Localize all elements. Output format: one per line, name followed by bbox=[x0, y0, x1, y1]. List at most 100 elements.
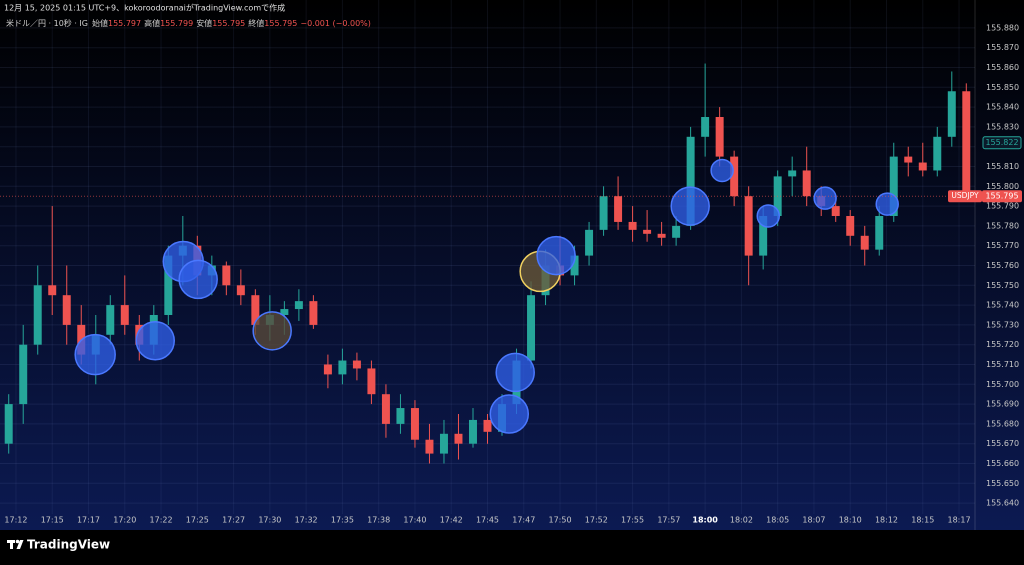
y-tick-label: 155.800 bbox=[986, 182, 1019, 191]
candle-body bbox=[251, 295, 260, 325]
candle-body bbox=[802, 170, 811, 197]
candle-body bbox=[483, 419, 492, 432]
logo-part bbox=[16, 540, 24, 549]
highlight-bubble bbox=[178, 259, 218, 300]
candle-body bbox=[962, 91, 971, 197]
x-tick-label: 17:25 bbox=[186, 516, 209, 525]
y-tick-label: 155.660 bbox=[986, 459, 1019, 468]
y-tick-label: 155.840 bbox=[986, 103, 1019, 112]
x-tick-label: 17:35 bbox=[331, 516, 354, 525]
x-tick-label: 17:47 bbox=[512, 516, 535, 525]
y-tick-label: 155.780 bbox=[986, 221, 1019, 230]
x-tick-label: 17:40 bbox=[403, 516, 426, 525]
brand: TradingView bbox=[27, 538, 110, 552]
y-tick-label: 155.640 bbox=[986, 499, 1019, 508]
candle-body bbox=[831, 206, 840, 216]
x-tick-label: 17:42 bbox=[440, 516, 463, 525]
x-tick-label: 17:12 bbox=[4, 516, 27, 525]
highlight-bubble bbox=[670, 186, 710, 226]
candle-body bbox=[657, 233, 666, 238]
highlight-bubble bbox=[710, 158, 734, 183]
y-tick-label: 155.830 bbox=[986, 122, 1019, 131]
last-price-tag-bg bbox=[982, 190, 1022, 203]
candle-body bbox=[715, 116, 724, 157]
candle-body bbox=[48, 285, 57, 296]
marked-price-tag: 155.822 bbox=[985, 138, 1018, 147]
x-tick-label: 18:00 bbox=[692, 516, 718, 525]
y-tick-label: 155.700 bbox=[986, 380, 1019, 389]
candle-body bbox=[730, 156, 739, 197]
highlight-bubble bbox=[135, 320, 175, 361]
symbol-tag: USDJPY bbox=[951, 191, 979, 200]
change: −0.001 (−0.00%) bbox=[300, 19, 371, 28]
candle-body bbox=[570, 255, 579, 276]
candle-body bbox=[425, 439, 434, 454]
x-tick-label: 17:20 bbox=[113, 516, 136, 525]
y-tick-label: 155.760 bbox=[986, 261, 1019, 270]
x-tick-label: 17:32 bbox=[295, 516, 318, 525]
candle-body bbox=[338, 360, 347, 375]
x-tick-label: 18:10 bbox=[839, 516, 862, 525]
candle-body bbox=[788, 170, 797, 177]
y-tick-label: 155.770 bbox=[986, 241, 1019, 250]
highlight-bubble bbox=[875, 192, 899, 216]
candle-body bbox=[396, 408, 405, 424]
candle-body bbox=[846, 215, 855, 236]
candle-body bbox=[323, 364, 332, 375]
candle-body bbox=[309, 301, 318, 325]
candle-body bbox=[889, 156, 898, 216]
candle-body bbox=[106, 305, 115, 335]
attribution: 12月 15, 2025 01:15 UTC+9、kokoroodoranaiが… bbox=[4, 3, 285, 13]
close-label: 終値 bbox=[248, 18, 264, 28]
x-tick-label: 17:52 bbox=[585, 516, 608, 525]
x-tick-label: 17:57 bbox=[657, 516, 680, 525]
high-label: 高値 bbox=[144, 18, 160, 28]
candle-body bbox=[860, 235, 869, 250]
y-tick-label: 155.850 bbox=[986, 83, 1019, 92]
candle-body bbox=[875, 215, 884, 250]
y-tick-label: 155.870 bbox=[986, 43, 1019, 52]
x-tick-label: 18:07 bbox=[802, 516, 825, 525]
x-tick-label: 17:45 bbox=[476, 516, 499, 525]
candle-body bbox=[469, 419, 477, 444]
last-price-tag: 155.795 bbox=[985, 192, 1018, 201]
x-tick-label: 17:30 bbox=[258, 516, 281, 525]
candle-body bbox=[527, 295, 536, 361]
candle-body bbox=[352, 360, 361, 369]
logo-part bbox=[10, 540, 13, 549]
candle-body bbox=[454, 433, 463, 444]
x-tick-label: 18:15 bbox=[911, 516, 934, 525]
candle-body bbox=[599, 196, 608, 230]
close-value: 155.795 bbox=[264, 19, 297, 28]
candle-body bbox=[701, 116, 710, 137]
x-tick-label: 18:17 bbox=[948, 516, 971, 525]
y-tick-label: 155.880 bbox=[986, 23, 1019, 32]
x-tick-label: 17:55 bbox=[621, 516, 644, 525]
candle-body bbox=[236, 285, 245, 296]
highlight-bubble bbox=[495, 352, 535, 393]
x-tick-label: 17:38 bbox=[367, 516, 390, 525]
candle-body bbox=[222, 265, 231, 286]
candle-body bbox=[947, 91, 956, 137]
symbol: 米ドル／円 · 10秒 · IG bbox=[6, 18, 88, 28]
candle-body bbox=[62, 295, 71, 325]
y-tick-label: 155.860 bbox=[986, 63, 1019, 72]
candle-body bbox=[33, 285, 42, 345]
open-label: 始値 bbox=[92, 18, 108, 28]
candle-body bbox=[367, 368, 376, 395]
y-tick-label: 155.650 bbox=[986, 479, 1019, 488]
candle-body bbox=[164, 255, 173, 315]
candle-body bbox=[744, 196, 753, 256]
candle-body bbox=[904, 156, 913, 163]
candle-body bbox=[4, 404, 13, 444]
candle-body bbox=[439, 433, 448, 454]
legend-line: 米ドル／円 · 10秒 · IG 始値155.797 高値155.799 安値155.… bbox=[6, 18, 371, 28]
x-tick-label: 17:15 bbox=[41, 516, 64, 525]
x-tick-label: 18:05 bbox=[766, 516, 789, 525]
candle-body bbox=[614, 196, 623, 222]
y-tick-label: 155.810 bbox=[986, 162, 1019, 171]
logo-part bbox=[15, 539, 20, 544]
candle-body bbox=[294, 301, 303, 310]
highlight-bubble bbox=[489, 394, 530, 434]
low-label: 安値 bbox=[196, 18, 212, 28]
